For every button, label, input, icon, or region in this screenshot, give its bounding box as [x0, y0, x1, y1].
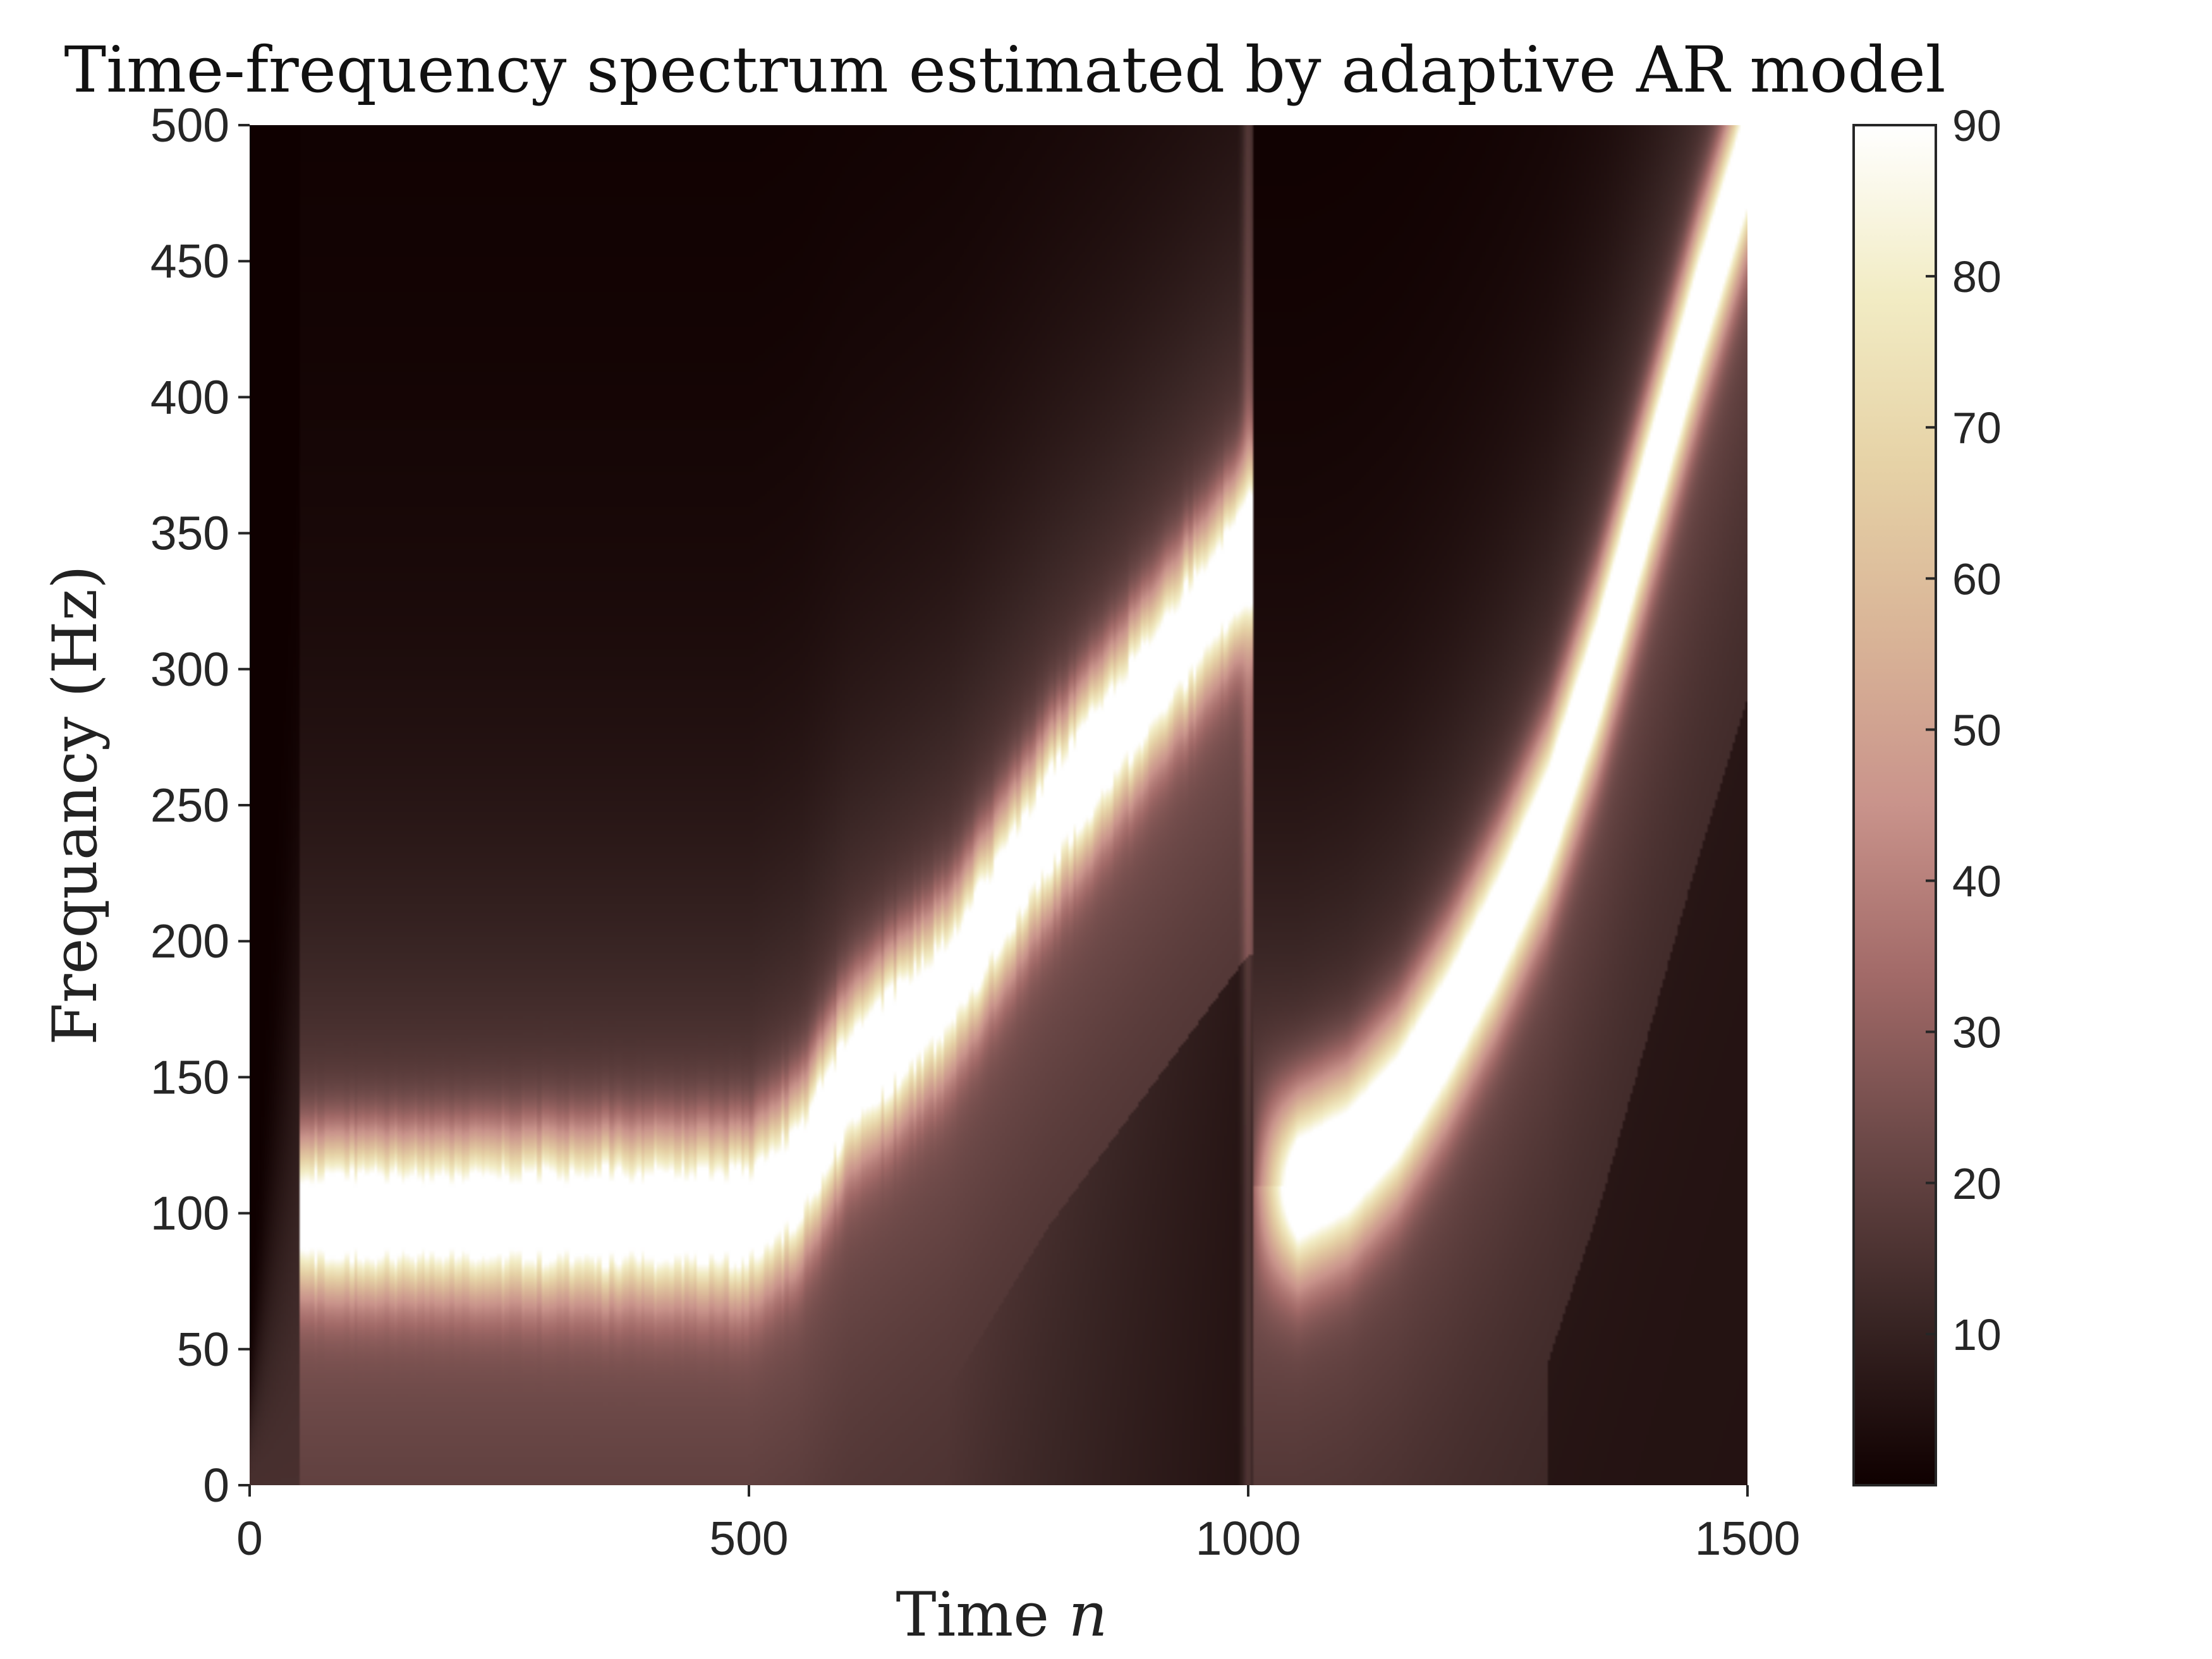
colorbar-gradient	[1852, 124, 1937, 1486]
y-tick-label: 0	[203, 1459, 229, 1512]
x-axis-ticks: 0 500 1000 1500	[236, 1485, 1800, 1565]
colorbar-tick-label: 50	[1952, 705, 2002, 755]
y-tick-label: 500	[150, 99, 229, 152]
colorbar-tick-label: 20	[1952, 1159, 2002, 1208]
colorbar-tick-label: 60	[1952, 554, 2002, 604]
x-tick-label: 1500	[1695, 1512, 1801, 1565]
x-tick-label: 0	[236, 1512, 263, 1565]
colorbar: 10 20 30 40 50 60 70 80 90	[1852, 101, 2002, 1486]
chart-title: Time-frequency spectrum estimated by ada…	[64, 33, 1945, 107]
colorbar-tick-label: 90	[1952, 101, 2002, 150]
x-tick-label: 500	[709, 1512, 788, 1565]
colorbar-tick-label: 30	[1952, 1008, 2002, 1057]
colorbar-tick-label: 40	[1952, 857, 2002, 906]
colorbar-ticks: 10 20 30 40 50 60 70 80 90	[1926, 101, 2002, 1359]
colorbar-tick-label: 10	[1952, 1310, 2002, 1359]
y-tick-label: 450	[150, 234, 229, 288]
y-tick-label: 100	[150, 1187, 229, 1240]
x-tick-label: 1000	[1196, 1512, 1301, 1565]
x-axis-label-text: Time	[896, 1579, 1069, 1650]
y-tick-label: 200	[150, 915, 229, 968]
y-axis-label: Frequancy (Hz)	[40, 565, 111, 1045]
y-axis-ticks: 0 50 100 150 200 250 300 350 400 450 500	[150, 99, 250, 1512]
colorbar-tick-label: 70	[1952, 403, 2002, 453]
colorbar-tick-label: 80	[1952, 252, 2002, 301]
x-axis-label: Time n	[896, 1579, 1108, 1650]
y-tick-label: 150	[150, 1050, 229, 1103]
x-axis-label-variable: n	[1069, 1579, 1108, 1650]
y-tick-label: 50	[177, 1323, 229, 1376]
heatmap-image	[250, 125, 1747, 1485]
y-tick-label: 400	[150, 370, 229, 423]
y-tick-label: 250	[150, 779, 229, 832]
plot-area	[250, 125, 1747, 1485]
y-tick-label: 350	[150, 507, 229, 560]
y-tick-label: 300	[150, 643, 229, 696]
